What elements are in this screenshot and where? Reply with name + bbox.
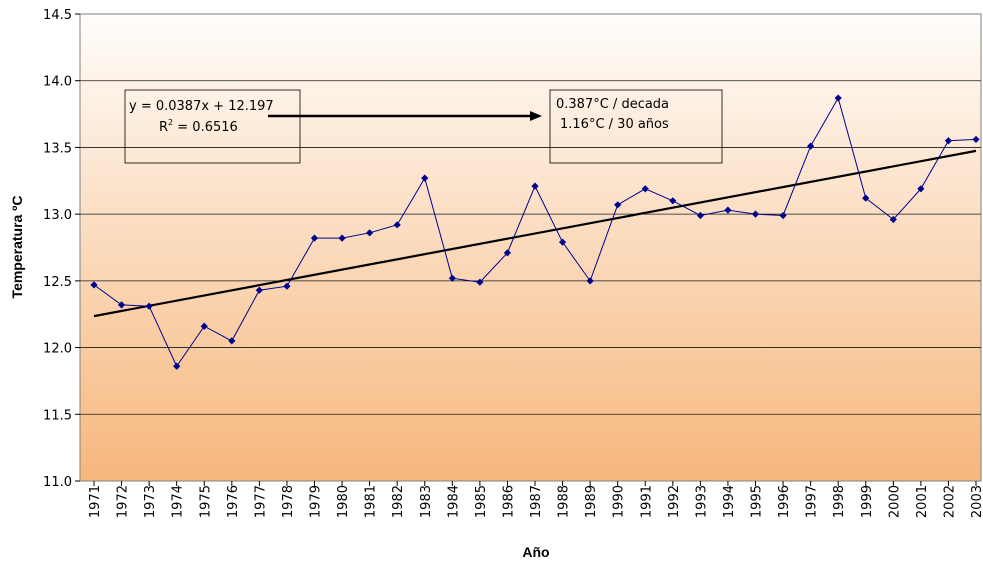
y-tick-label: 14.0 bbox=[43, 75, 72, 90]
data-point bbox=[173, 362, 181, 370]
data-point bbox=[834, 94, 842, 102]
y-tick-label: 12.5 bbox=[43, 275, 72, 290]
annotation-arrowhead bbox=[530, 111, 542, 121]
x-tick-label: 2001 bbox=[915, 485, 930, 518]
data-point bbox=[917, 185, 925, 193]
equation-text: y = 0.0387x + 12.197 bbox=[129, 99, 274, 114]
data-point bbox=[669, 197, 677, 205]
x-tick-label: 1995 bbox=[750, 485, 765, 518]
data-point bbox=[228, 337, 236, 345]
data-point bbox=[338, 234, 346, 242]
trendline-path bbox=[93, 149, 977, 318]
x-tick-labels: 1971 1972 1973 1974 1975 1976 1977 1978 1979 1980… bbox=[88, 485, 983, 518]
trendline bbox=[93, 149, 977, 318]
x-tick-label: 2002 bbox=[942, 485, 957, 518]
y-tick-label: 13.0 bbox=[43, 208, 72, 223]
x-tick-label: 1985 bbox=[474, 485, 489, 518]
y-tick-label: 11.5 bbox=[43, 408, 72, 423]
x-tick-label: 1997 bbox=[805, 485, 820, 518]
y-tick-label: 13.5 bbox=[43, 141, 72, 156]
rate-box bbox=[549, 89, 723, 164]
x-tick-label: 1986 bbox=[501, 485, 516, 518]
x-tick-label: 1973 bbox=[143, 485, 158, 518]
data-point bbox=[696, 211, 704, 220]
data-point bbox=[145, 302, 153, 310]
data-point bbox=[972, 135, 980, 144]
x-tick-label: 1988 bbox=[557, 485, 572, 518]
x-tick-label: 2003 bbox=[970, 485, 983, 518]
plot-area bbox=[79, 13, 982, 482]
data-point bbox=[421, 174, 429, 182]
y-tick-label: 14.5 bbox=[43, 8, 72, 23]
data-point bbox=[255, 286, 263, 294]
data-point bbox=[779, 211, 787, 220]
x-tick-label: 1990 bbox=[612, 485, 627, 518]
y-tick-labels: 11.0 11.5 12.0 12.5 13.0 13.5 14.0 14.5 bbox=[43, 8, 72, 490]
x-tick-label: 1992 bbox=[667, 485, 682, 518]
x-tick-label: 1974 bbox=[171, 485, 186, 518]
data-point bbox=[944, 137, 953, 145]
data-point bbox=[310, 234, 319, 242]
r2-text: R2 = 0.6516 bbox=[159, 118, 238, 135]
r2-superscript: 2 bbox=[168, 118, 173, 127]
data-point bbox=[807, 142, 815, 150]
data-point bbox=[448, 274, 456, 282]
data-point bbox=[862, 194, 870, 202]
equation-box bbox=[124, 89, 301, 164]
x-tick-label: 1993 bbox=[694, 485, 709, 518]
x-tick-label: 1971 bbox=[88, 485, 103, 518]
data-point bbox=[200, 322, 208, 330]
data-point bbox=[393, 221, 401, 229]
gridlines bbox=[75, 13, 981, 486]
x-tick-label: 1989 bbox=[584, 485, 599, 518]
data-point bbox=[117, 301, 126, 309]
x-tick-label: 1998 bbox=[832, 485, 847, 518]
data-point bbox=[366, 229, 374, 237]
x-tick-label: 1980 bbox=[336, 485, 351, 518]
rate-30-text: 1.16°C / 30 años bbox=[560, 117, 669, 132]
data-point bbox=[503, 249, 512, 257]
data-point bbox=[751, 210, 760, 218]
x-tick-label: 2000 bbox=[887, 485, 902, 518]
data-point bbox=[641, 185, 649, 193]
rate-decade-text: 0.387°C / decada bbox=[556, 97, 669, 112]
x-tick-label: 1977 bbox=[253, 485, 268, 518]
x-tick-label: 1979 bbox=[309, 485, 324, 518]
x-tick-label: 1976 bbox=[226, 485, 241, 518]
x-tick-label: 1972 bbox=[116, 485, 131, 518]
y-tick-label: 11.0 bbox=[43, 475, 72, 490]
data-point bbox=[614, 201, 622, 209]
x-tick-label: 1982 bbox=[391, 485, 406, 518]
data-point bbox=[586, 277, 594, 285]
data-point bbox=[724, 206, 732, 214]
y-tick-label: 12.0 bbox=[43, 342, 72, 357]
data-point bbox=[283, 282, 291, 290]
x-tick-label: 1999 bbox=[860, 485, 875, 518]
data-point bbox=[889, 215, 897, 224]
x-tick-label: 1991 bbox=[639, 485, 654, 518]
x-tick-label: 1994 bbox=[722, 485, 737, 518]
x-axis-title: Año bbox=[522, 544, 549, 560]
data-point bbox=[558, 238, 567, 246]
x-tick-label: 1996 bbox=[777, 485, 792, 518]
r2-prefix: R bbox=[159, 120, 168, 135]
r2-value: = 0.6516 bbox=[173, 120, 238, 135]
data-point bbox=[476, 278, 484, 286]
x-tick-label: 1981 bbox=[364, 485, 379, 518]
x-tick-label: 1975 bbox=[198, 485, 213, 518]
temperature-series bbox=[90, 94, 980, 370]
x-tick-label: 1987 bbox=[529, 485, 544, 518]
x-tick-label: 1978 bbox=[281, 485, 296, 518]
data-point bbox=[531, 182, 539, 190]
x-tick-label: 1984 bbox=[446, 485, 461, 518]
x-tick-label: 1983 bbox=[419, 485, 434, 518]
data-point bbox=[90, 281, 98, 289]
y-axis-title: Temperatura ºC bbox=[9, 196, 25, 299]
